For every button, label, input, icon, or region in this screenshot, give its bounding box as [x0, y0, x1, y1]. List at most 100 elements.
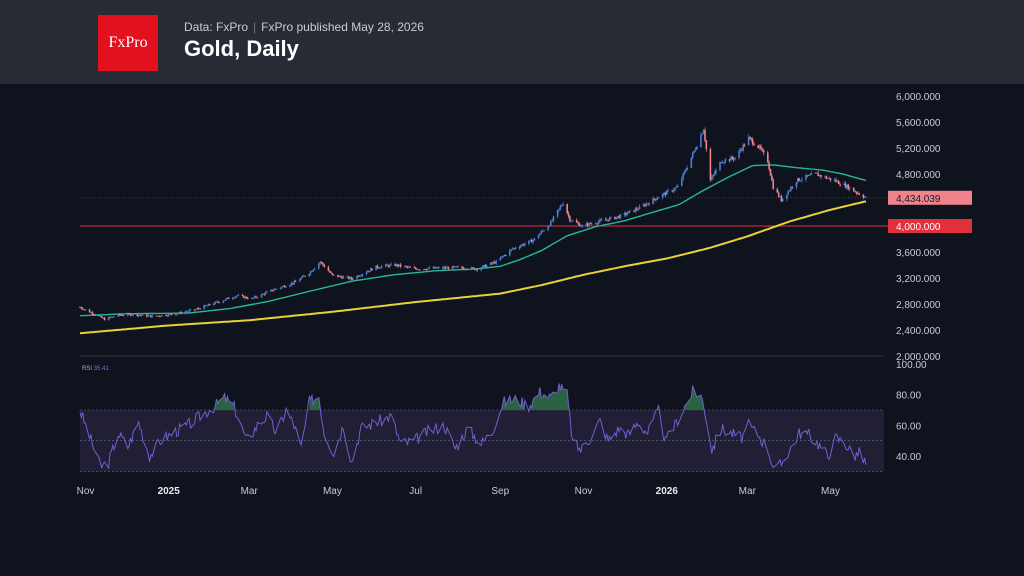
candle-body [99, 316, 102, 317]
candle-body [605, 219, 608, 221]
candle-body [244, 296, 246, 299]
candle-body [281, 286, 283, 288]
candle-body [217, 301, 219, 303]
candle-body [338, 275, 341, 277]
candle-body [634, 208, 637, 212]
candle-body [155, 315, 158, 317]
candle-body [787, 191, 789, 195]
candle-body [442, 267, 444, 269]
candle-body [88, 309, 91, 313]
candle-body [185, 311, 188, 313]
candle-body [358, 275, 361, 277]
candle-body [266, 291, 268, 293]
candle-body [530, 239, 533, 243]
candle-body [828, 178, 830, 179]
x-axis-tick-label: Sep [491, 486, 509, 497]
candle-body [797, 178, 799, 183]
candle-body [686, 167, 688, 170]
candle-body [434, 267, 436, 269]
candle-body [293, 281, 295, 284]
candle-body [820, 175, 822, 177]
chart-title: Gold, Daily [184, 36, 299, 61]
candle-body [270, 289, 272, 292]
candle-body [414, 267, 417, 269]
candle-body [320, 261, 323, 263]
candle-body [132, 314, 134, 316]
candle-body [839, 184, 841, 185]
candle-body [84, 309, 87, 311]
candle-body [805, 175, 807, 180]
x-axis: Nov 2025 Mar May Jul Sep Nov 2026 Mar May [77, 486, 840, 497]
candle-body [300, 277, 302, 280]
candle-body [719, 162, 721, 170]
candle-body [558, 208, 560, 211]
candle-body [855, 191, 858, 194]
candle-body [140, 315, 143, 317]
support-price-tag-label: 4,000.000 [896, 222, 941, 233]
candle-body [569, 216, 571, 222]
candle-body [642, 204, 645, 207]
rsi-legend-value: 35.41 [94, 366, 110, 372]
candle-body [333, 274, 335, 276]
candle-body [215, 301, 218, 303]
candle-body [368, 271, 371, 272]
candle-body [346, 276, 349, 278]
candle-body [232, 297, 234, 299]
candle-body [791, 187, 794, 188]
candle-body [492, 262, 495, 264]
candle-body [102, 317, 104, 319]
candle-body [470, 267, 473, 270]
candle-body [590, 223, 593, 225]
candle-body [188, 310, 190, 312]
candle-body [848, 187, 851, 190]
candle-body [618, 216, 620, 219]
candle-body [570, 221, 573, 222]
candle-body [301, 276, 304, 278]
candle-body [413, 267, 416, 269]
candle-body [762, 150, 765, 153]
candle-body [648, 203, 650, 205]
candle-body [262, 293, 264, 295]
candle-body [836, 181, 839, 182]
candle-body [204, 305, 207, 307]
rsi-overbought-fill [215, 393, 235, 410]
candle-body [371, 268, 373, 271]
candle-body [387, 265, 390, 267]
candle-body [817, 173, 819, 177]
candle-body [390, 264, 392, 265]
fxpro-logo: FxPro [98, 15, 158, 71]
last-price-tag-label: 4,434.039 [896, 194, 941, 205]
candle-body [151, 315, 154, 318]
rsi-legend: RSI 35.41 [82, 366, 109, 372]
candle-body [596, 223, 598, 225]
x-axis-tick-label: 2026 [656, 486, 679, 497]
candle-body [599, 219, 601, 222]
candle-body [349, 277, 351, 279]
rsi-overbought-fill [501, 395, 525, 410]
candle-body [567, 213, 570, 217]
candle-body [271, 289, 274, 291]
candle-body [556, 210, 559, 217]
candle-body [117, 314, 119, 317]
candle-body [683, 171, 686, 174]
candle-body [829, 178, 832, 181]
candle-body [559, 206, 562, 209]
candle-body [548, 225, 551, 227]
candle-body [136, 314, 139, 316]
candle-body [386, 264, 388, 266]
candle-body [608, 217, 611, 221]
candle-body [303, 275, 305, 277]
candle-body [801, 179, 803, 181]
price-axis-tick-label: 4,800.000 [896, 170, 941, 181]
candle-body [619, 214, 622, 219]
candle-body [585, 223, 588, 226]
logo-text: FxPro [108, 34, 148, 51]
candle-body [369, 268, 372, 272]
candle-body [189, 309, 192, 311]
candle-body [227, 297, 230, 299]
candle-body [806, 175, 809, 177]
candle-body [715, 169, 717, 174]
candle-body [761, 149, 764, 151]
candle-body [693, 150, 695, 154]
candle-body [330, 272, 332, 274]
